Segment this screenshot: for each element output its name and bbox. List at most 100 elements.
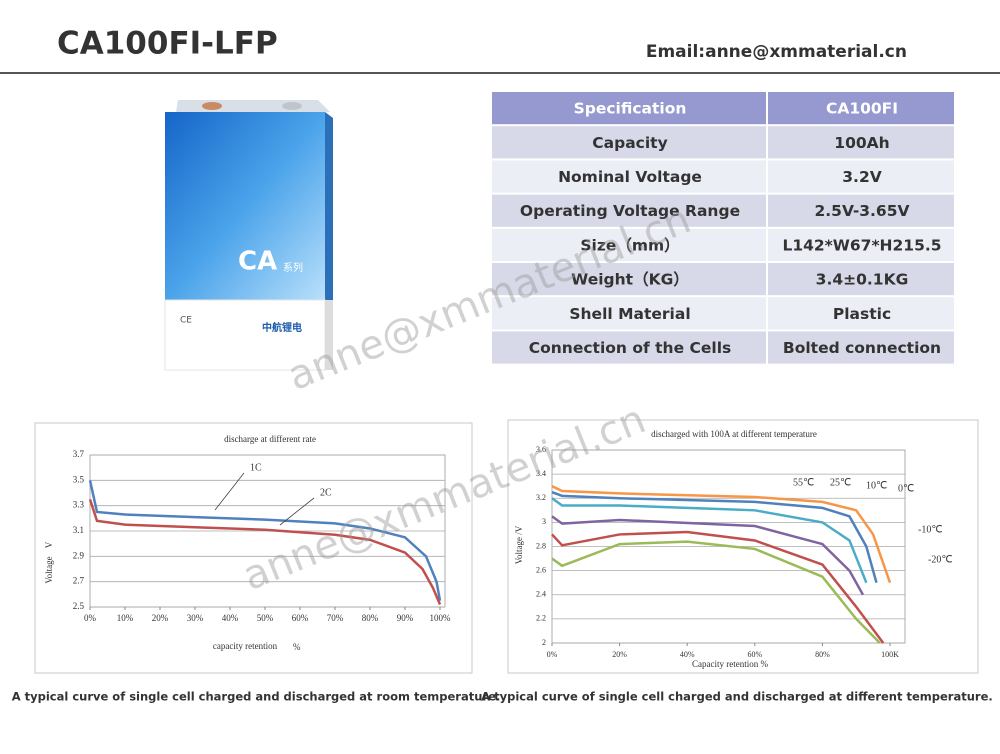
label-pointer	[214, 472, 245, 511]
table-text: Capacity	[592, 134, 667, 152]
spec-table: Specification CA100FI Capacity 100Ah Nominal…	[492, 92, 954, 364]
x-tick-label: 60%	[292, 613, 309, 623]
x-tick-label: 20%	[152, 613, 169, 623]
charts: 2.52.72.93.13.33.53.70% 10% 20% 30% 40% 50% 60…	[12, 429, 993, 703]
x-tick-label: 80%	[815, 650, 830, 659]
table-cell	[768, 331, 954, 364]
caption: A typical curve of single cell charged a…	[12, 690, 501, 704]
y-tick-label: 2.5	[73, 601, 85, 611]
table-cell	[492, 160, 766, 193]
series-label: -10℃	[918, 524, 943, 535]
series-line	[88, 498, 442, 605]
table-cell	[768, 263, 954, 296]
series-mark: CA	[238, 247, 277, 277]
y-tick-label: 2.8	[536, 541, 546, 550]
table-text: Bolted connection	[783, 339, 941, 357]
x-tick-label: 30%	[187, 613, 204, 623]
x-tick-label: 0%	[84, 613, 97, 623]
series-label: 55℃	[793, 477, 814, 488]
y-tick-label: 2.2	[536, 614, 546, 623]
x-tick-label: 40%	[680, 650, 695, 659]
series-line	[551, 497, 868, 584]
table-cell	[492, 194, 766, 227]
brand: 中航锂电	[262, 321, 302, 334]
table-text: Weight（KG）	[571, 271, 689, 289]
x-tick-label: 100K	[881, 650, 899, 659]
table-text: Shell Material	[569, 305, 690, 323]
table-cell	[492, 228, 766, 261]
table-text: 100Ah	[834, 134, 889, 152]
series-line	[551, 530, 885, 644]
table-text: 3.4±0.1KG	[816, 271, 909, 289]
table-cell	[768, 126, 954, 159]
y-tick-label: 2	[542, 638, 546, 647]
y-tick-label: 2.9	[73, 550, 85, 560]
table-cell	[768, 228, 954, 261]
email: Email:anne@xmmaterial.cn	[646, 42, 907, 62]
x-tick-label: 60%	[747, 650, 762, 659]
table-cell	[768, 297, 954, 330]
x-tick-label: 70%	[327, 613, 344, 623]
table-cell	[492, 92, 766, 125]
series-label: 1C	[250, 462, 262, 473]
caption: A typical curve of single cell charged a…	[481, 690, 993, 704]
series-line	[551, 491, 878, 584]
x-tick-label: 40%	[222, 613, 239, 623]
battery-image: CA 系列 CE 中航锂电	[164, 100, 333, 371]
table-cell	[492, 263, 766, 296]
x-tick-label: 50%	[257, 613, 274, 623]
y-tick-label: 3.2	[536, 493, 546, 502]
y-axis-label: Voltage /V	[514, 525, 524, 564]
y-tick-label: 3.3	[73, 500, 85, 510]
x-axis-unit: %	[293, 642, 301, 652]
x-tick-label: 20%	[612, 650, 627, 659]
table-cell	[768, 160, 954, 193]
x-tick-label: 90%	[397, 613, 414, 623]
table-text: Size（mm）	[580, 236, 679, 254]
table-text: L142*W67*H215.5	[782, 236, 941, 254]
y-tick-label: 3.5	[73, 474, 85, 484]
x-tick-label: 0%	[547, 650, 558, 659]
series-line	[551, 540, 881, 644]
series-word: 系列	[283, 261, 303, 274]
table-text: Nominal Voltage	[558, 168, 702, 186]
x-axis-label: Capacity retention %	[692, 659, 768, 669]
table-cell	[768, 92, 954, 125]
y-tick-label: 3	[542, 517, 546, 526]
series-line	[551, 485, 892, 584]
y-tick-label: 2.4	[536, 590, 546, 599]
chart-title: discharge at different rate	[224, 434, 316, 444]
table-cell	[492, 126, 766, 159]
chart-title: discharged with 100A at different temper…	[651, 429, 817, 439]
y-tick-label: 2.6	[536, 565, 546, 574]
table-cell	[492, 297, 766, 330]
y-tick-label: 3.7	[73, 449, 85, 459]
table-text: 2.5V-3.65V	[815, 202, 910, 220]
x-tick-label: 100%	[430, 613, 452, 623]
y-tick-label: 3.4	[536, 469, 546, 478]
title: CA100FI-LFP	[57, 26, 278, 62]
series-label: 25℃	[830, 477, 851, 488]
label-pointer	[279, 497, 315, 526]
table-text: Plastic	[833, 305, 891, 323]
y-axis-unit: V	[44, 541, 54, 548]
table-text: Operating Voltage Range	[520, 202, 740, 220]
y-tick-label: 3.1	[73, 525, 84, 535]
series-label: -20℃	[928, 554, 953, 565]
table-text: 3.2V	[842, 168, 881, 186]
y-tick-label: 2.7	[73, 576, 85, 586]
table-header: CA100FI	[826, 100, 898, 118]
y-tick-label: 3.6	[536, 445, 546, 454]
chart-frame	[34, 422, 473, 674]
cert: CE	[180, 316, 192, 326]
x-tick-label: 10%	[117, 613, 134, 623]
series-label: 2C	[320, 487, 332, 498]
series-line	[551, 515, 865, 596]
table-text: Connection of the Cells	[529, 339, 731, 357]
x-tick-label: 80%	[362, 613, 379, 623]
y-axis-label: Voltage	[44, 556, 54, 583]
table-cell	[492, 331, 766, 364]
table-header: Specification	[574, 100, 687, 118]
series-label: 0℃	[898, 483, 914, 494]
